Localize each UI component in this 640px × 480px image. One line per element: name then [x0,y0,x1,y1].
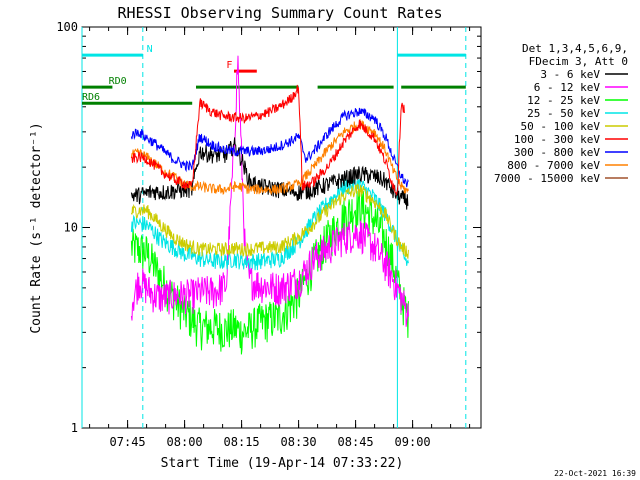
flag-label-n: N [147,44,153,55]
legend-label: 7000 - 15000 keV [494,172,600,185]
legend-label: 300 - 800 keV [514,146,600,159]
footer-date: 22-Oct-2021 16:39 [554,469,636,478]
series-line-3 [130,176,409,271]
chart-title: RHESSI Observing Summary Count Rates [117,4,442,22]
x-tick-label: 08:15 [224,435,260,449]
series-line-0 [130,137,409,210]
x-tick-label: 07:45 [110,435,146,449]
flag-label-rd6: RD6 [82,92,100,103]
flag-label-f: F [226,60,232,71]
legend-header-line-2: FDecim 3, Att 0 [529,55,628,68]
series-line-2 [130,188,409,355]
x-tick-label: 08:45 [338,435,374,449]
x-tick-label: 08:00 [167,435,203,449]
series-line-6 [130,107,409,188]
y-tick-label: 1 [71,421,78,435]
x-axis-label: Start Time (19-Apr-14 07:33:22) [161,456,404,471]
x-tick-label: 08:30 [281,435,317,449]
y-tick-label: 10 [64,221,78,235]
x-tick-label: 09:00 [395,435,431,449]
legend-label: 6 - 12 keV [534,81,601,94]
y-axis-label: Count Rate (s⁻¹ detector⁻¹) [29,122,44,333]
plot-area: 07:45 08:00 08:15 08:30 08:45 09:00 1 10 100 N F RD… [56,20,482,449]
legend-label: 50 - 100 keV [521,120,601,133]
flag-label-rd0: RD0 [109,76,127,87]
legend-label: 100 - 300 keV [514,133,600,146]
series-line-4 [130,183,409,259]
series-line-5 [130,84,405,197]
series-line-1 [130,55,409,327]
legend-label: 800 - 7000 keV [507,159,600,172]
legend-label: 25 - 50 keV [527,107,600,120]
legend-label: 3 - 6 keV [540,68,600,81]
y-tick-label: 100 [56,20,78,34]
legend-label: 12 - 25 keV [527,94,600,107]
legend-header-line-1: Det 1,3,4,5,6,9, [522,42,628,55]
